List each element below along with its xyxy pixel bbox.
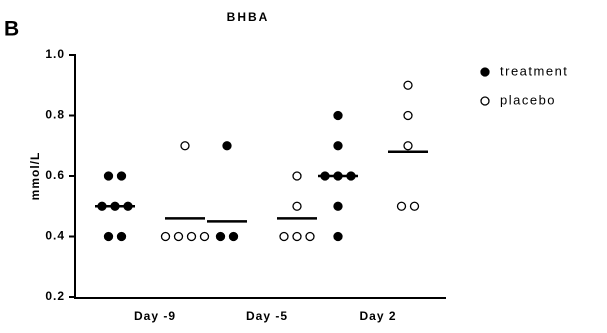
x-tick-label: Day -5 [246, 309, 288, 323]
dot [292, 201, 302, 211]
y-tick-label: 0.4 [45, 229, 65, 243]
dot [279, 231, 289, 242]
dot [103, 171, 114, 181]
dot [333, 141, 343, 151]
dot [116, 171, 127, 181]
dot [292, 231, 302, 242]
y-axis-label: mmol/L [28, 152, 42, 201]
legend-label: placebo [500, 92, 556, 107]
dot [215, 231, 226, 242]
dot [173, 231, 184, 242]
dot [333, 231, 343, 242]
panel-label: B [4, 18, 19, 41]
x-tick-label: Day -9 [134, 309, 176, 323]
dot [186, 231, 197, 242]
dot [333, 110, 343, 121]
dot [292, 171, 302, 181]
dot [403, 110, 413, 121]
chart-title: BHBA [227, 10, 270, 24]
dot [228, 231, 239, 242]
dot [403, 141, 413, 151]
dot [333, 201, 343, 211]
dot [160, 231, 171, 242]
y-tick-label: 0.8 [45, 108, 65, 122]
x-tick-label: Day 2 [359, 309, 396, 323]
dot [480, 96, 490, 106]
dot [116, 231, 127, 242]
dot [199, 231, 210, 242]
dot [480, 67, 490, 77]
dot [403, 80, 413, 90]
dot [305, 231, 315, 242]
legend-label: treatment [500, 63, 568, 78]
dot [222, 141, 232, 151]
dot [409, 201, 420, 211]
y-tick-label: 1.0 [45, 47, 65, 61]
dot [180, 141, 190, 151]
dot [396, 201, 407, 211]
y-tick-label: 0.6 [45, 168, 65, 182]
y-tick-label: 0.2 [45, 289, 65, 303]
dot [103, 231, 114, 242]
